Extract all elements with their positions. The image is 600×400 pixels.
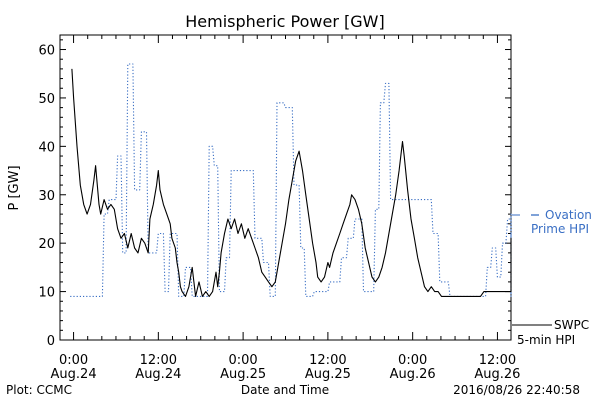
y-axis: 0 10 20 30 40 50 60 xyxy=(38,39,511,349)
y-axis-title: P [GW] xyxy=(7,165,22,210)
legend-ovation-line2: Prime HPI xyxy=(531,222,589,236)
y-tick-label: 30 xyxy=(38,189,55,204)
series-line-swpc xyxy=(71,68,512,297)
y-tick-label: 60 xyxy=(38,44,55,59)
x-tick-date: Aug.25 xyxy=(305,367,351,382)
y-tick-label: 20 xyxy=(38,237,55,252)
plot-frame xyxy=(59,34,512,341)
plot-credit: Plot: CCMC xyxy=(6,383,72,397)
series-line-ovation-prime xyxy=(70,63,512,297)
legend-swpc-line2: 5-min HPI xyxy=(517,333,575,347)
x-tick-time: 0:00 xyxy=(229,353,258,368)
x-tick-time: 12:00 xyxy=(309,353,346,368)
legend-swpc-line1: SWPC xyxy=(554,318,589,332)
x-tick-date: Aug.26 xyxy=(390,367,436,382)
chart-title: Hemispheric Power [GW] xyxy=(185,12,384,31)
x-axis: 0:00Aug.2412:00Aug.240:00Aug.2512:00Aug.… xyxy=(51,35,520,382)
legend-swpc: SWPC 5-min HPI xyxy=(512,318,589,347)
x-tick-time: 12:00 xyxy=(479,353,516,368)
x-tick-time: 0:00 xyxy=(59,353,88,368)
x-axis-title: Date and Time xyxy=(241,383,329,397)
x-tick-date: Aug.24 xyxy=(51,367,97,382)
x-tick-time: 0:00 xyxy=(398,353,427,368)
y-tick-label: 50 xyxy=(38,92,55,107)
y-tick-label: 40 xyxy=(38,140,55,155)
x-tick-time: 12:00 xyxy=(140,353,177,368)
x-tick-date: Aug.25 xyxy=(220,367,266,382)
legend-ovation-line1: Ovation xyxy=(545,208,592,222)
y-tick-label: 0 xyxy=(47,334,55,349)
y-tick-label: 10 xyxy=(38,286,55,301)
legend-ovation: Ovation Prime HPI xyxy=(512,208,592,236)
x-tick-date: Aug.24 xyxy=(135,367,181,382)
x-tick-date: Aug.26 xyxy=(474,367,520,382)
series-layer xyxy=(70,63,512,297)
timestamp: 2016/08/26 22:40:58 xyxy=(453,383,580,397)
